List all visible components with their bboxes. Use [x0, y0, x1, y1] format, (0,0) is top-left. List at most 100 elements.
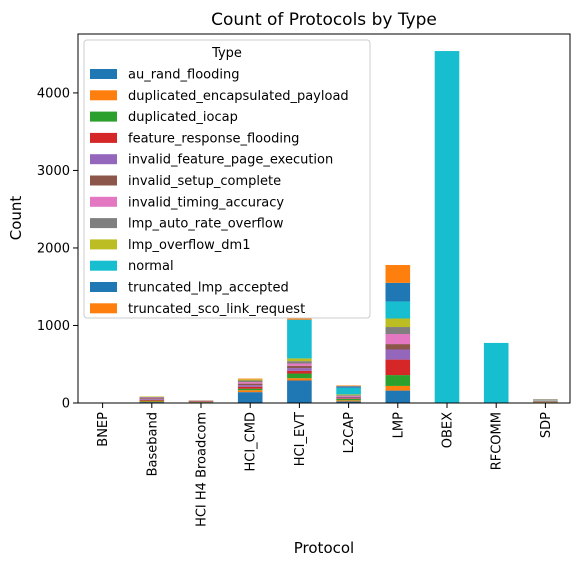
y-tick-label: 3000 — [37, 164, 70, 179]
bar-hci-evt-au-rand-flooding — [287, 380, 312, 403]
bar-l2cap-invalid-setup-complete — [336, 396, 361, 398]
bar-hci-cmd-lmp-overflow-dm1 — [237, 379, 263, 381]
x-axis-label: Protocol — [294, 539, 354, 557]
legend-swatch-au-rand-flooding — [90, 69, 117, 79]
bar-hci-cmd-invalid-timing-accuracy — [237, 382, 263, 384]
bar-lmp-lmp-overflow-dm1 — [385, 318, 411, 328]
bar-lmp-normal — [385, 301, 411, 319]
x-tick-label-baseband: Baseband — [145, 412, 160, 476]
y-tick-label: 4000 — [37, 86, 70, 101]
bar-l2cap-lmp-auto-rate-overflow — [336, 395, 361, 396]
x-tick-label-lmp: LMP — [391, 412, 406, 438]
bar-hci-cmd-au-rand-flooding — [237, 392, 263, 403]
legend-swatch-normal — [90, 260, 117, 271]
legend-label-invalid-setup-complete: invalid_setup_complete — [128, 174, 281, 189]
legend-swatch-truncated-lmp-accepted — [90, 282, 117, 292]
legend-label-truncated-sco-link-request: truncated_sco_link_request — [128, 302, 305, 317]
bar-rfcomm-normal — [483, 342, 509, 403]
bar-l2cap-truncated-sco-link-request — [336, 385, 361, 387]
bar-hci-cmd-invalid-feature-page-execution — [237, 385, 263, 387]
bar-lmp-feature-response-flooding — [385, 359, 411, 376]
bar-l2cap-invalid-timing-accuracy — [336, 395, 361, 397]
x-tick-label-l2cap: L2CAP — [342, 412, 357, 453]
legend-label-normal: normal — [128, 259, 174, 274]
x-tick-label-obex: OBEX — [441, 412, 456, 448]
legend-swatch-feature-response-flooding — [90, 132, 117, 143]
legend-label-feature-response-flooding: feature_response_flooding — [128, 131, 299, 146]
bar-lmp-invalid-setup-complete — [385, 344, 411, 350]
bar-lmp-truncated-sco-link-request — [385, 265, 411, 283]
bar-obex-normal — [434, 51, 460, 404]
x-tick-label-rfcomm: RFCOMM — [490, 412, 505, 470]
x-tick-label-sdp: SDP — [539, 412, 554, 438]
bar-baseband-duplicated-encapsulated-payload — [139, 401, 165, 403]
bar-hci-evt-normal — [287, 319, 312, 359]
bar-hci-evt-feature-response-flooding — [287, 370, 312, 374]
bar-hci-cmd-truncated-sco-link-request — [237, 378, 263, 380]
legend-label-invalid-feature-page-execution: invalid_feature_page_execution — [128, 153, 333, 168]
bar-hci-cmd-invalid-setup-complete — [237, 383, 263, 386]
bar-lmp-invalid-timing-accuracy — [385, 334, 411, 345]
legend-swatch-lmp-auto-rate-overflow — [90, 218, 117, 229]
bar-hci-evt-truncated-sco-link-request — [287, 318, 312, 320]
legend-label-truncated-lmp-accepted: truncated_lmp_accepted — [128, 281, 289, 296]
bar-baseband-feature-response-flooding — [139, 399, 165, 401]
bar-l2cap-duplicated-iocap — [336, 398, 361, 401]
bar-l2cap-duplicated-encapsulated-payload — [336, 400, 361, 402]
bar-lmp-duplicated-iocap — [385, 375, 411, 386]
bar-lmp-duplicated-encapsulated-payload — [385, 385, 411, 391]
bar-hci-evt-invalid-timing-accuracy — [287, 363, 312, 366]
plot-area-frame — [77, 33, 571, 404]
legend-label-invalid-timing-accuracy: invalid_timing_accuracy — [128, 195, 284, 210]
bar-lmp-lmp-auto-rate-overflow — [385, 327, 411, 335]
legend-swatch-duplicated-encapsulated-payload — [90, 90, 117, 101]
legend-swatch-invalid-setup-complete — [90, 175, 117, 186]
bar-l2cap-truncated-lmp-accepted — [336, 386, 361, 388]
bar-l2cap-normal — [336, 387, 361, 395]
bar-hci-evt-invalid-setup-complete — [287, 365, 312, 369]
bar-hci-evt-lmp-overflow-dm1 — [287, 358, 312, 362]
bar-baseband-invalid-setup-complete — [139, 398, 165, 400]
y-axis-label: Count — [7, 196, 25, 241]
bar-hci-cmd-duplicated-encapsulated-payload — [237, 390, 263, 393]
x-tick-label-bnep: BNEP — [96, 412, 111, 447]
legend-swatch-duplicated-iocap — [90, 111, 117, 122]
legend-title: Type — [211, 46, 242, 61]
bar-hci-cmd-feature-response-flooding — [237, 386, 263, 389]
legend-label-lmp-overflow-dm1: lmp_overflow_dm1 — [128, 238, 250, 253]
legend-label-lmp-auto-rate-overflow: lmp_auto_rate_overflow — [128, 217, 284, 232]
bar-lmp-au-rand-flooding — [385, 390, 411, 403]
y-tick-label: 2000 — [37, 241, 70, 256]
bar-l2cap-feature-response-flooding — [336, 398, 361, 399]
bar-hci-cmd-duplicated-iocap — [237, 388, 263, 391]
legend-swatch-truncated-sco-link-request — [90, 303, 117, 314]
legend-items: au_rand_flooding duplicated_encapsulated_… — [90, 68, 349, 317]
legend-swatch-lmp-overflow-dm1 — [90, 239, 117, 250]
legend-label-duplicated-iocap: duplicated_iocap — [128, 110, 238, 125]
bar-hci-evt-lmp-auto-rate-overflow — [287, 361, 312, 364]
bar-l2cap-lmp-overflow-dm1 — [336, 394, 361, 396]
x-axis: BNEP Baseband HCI H4 Broadcom HCI_CMD HCI_EV… — [96, 403, 554, 527]
bar-l2cap-au-rand-flooding — [336, 401, 361, 403]
bar-hci-evt-duplicated-encapsulated-payload — [287, 378, 312, 381]
x-tick-label-hci-cmd: HCI_CMD — [244, 412, 259, 472]
x-tick-label-hci-h4-broadcom: HCI H4 Broadcom — [195, 412, 210, 527]
bar-hci-cmd-lmp-auto-rate-overflow — [237, 380, 263, 383]
bar-lmp-invalid-feature-page-execution — [385, 349, 411, 360]
legend-label-au-rand-flooding: au_rand_flooding — [128, 68, 239, 83]
bar-baseband-invalid-feature-page-execution — [139, 399, 165, 400]
bars-layer — [90, 51, 558, 404]
chart-title: Count of Protocols by Type — [211, 10, 437, 30]
bar-baseband-lmp-auto-rate-overflow — [139, 396, 165, 398]
y-tick-label: 0 — [62, 397, 70, 412]
bar-hci-evt-invalid-feature-page-execution — [287, 368, 312, 371]
legend-label-duplicated-encapsulated-payload: duplicated_encapsulated_payload — [128, 89, 349, 104]
x-tick-label-hci-evt: HCI_EVT — [293, 412, 308, 466]
y-tick-label: 1000 — [37, 319, 70, 334]
legend-swatch-invalid-feature-page-execution — [90, 154, 117, 165]
bar-l2cap-invalid-feature-page-execution — [336, 397, 361, 399]
bar-baseband-duplicated-iocap — [139, 400, 165, 402]
legend-swatch-invalid-timing-accuracy — [90, 196, 117, 207]
legend: Type au_rand_flooding duplicated_encapsul… — [83, 39, 371, 319]
bar-lmp-truncated-lmp-accepted — [385, 282, 411, 302]
